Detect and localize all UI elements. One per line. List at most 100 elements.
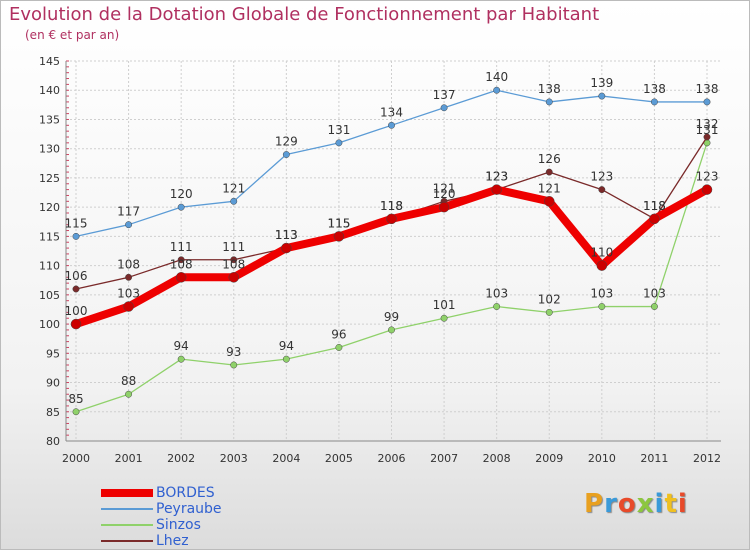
data-point-lhez bbox=[703, 133, 711, 141]
x-tick-label: 2006 bbox=[378, 452, 406, 465]
y-tick-label: 140 bbox=[39, 84, 60, 97]
data-label-sinzos: 94 bbox=[174, 339, 189, 353]
data-point-bordes bbox=[228, 272, 239, 283]
data-label-lhez: 108 bbox=[117, 257, 140, 271]
data-label-peyraube: 134 bbox=[380, 105, 403, 119]
data-point-peyraube bbox=[440, 104, 448, 112]
legend-swatch bbox=[101, 540, 153, 542]
data-point-lhez bbox=[230, 256, 238, 264]
data-label-sinzos: 94 bbox=[279, 339, 294, 353]
data-point-lhez bbox=[545, 168, 553, 176]
data-point-lhez bbox=[125, 273, 133, 281]
data-point-sinzos bbox=[598, 303, 606, 310]
x-tick-label: 2012 bbox=[693, 452, 721, 465]
y-tick-label: 145 bbox=[39, 55, 60, 68]
y-tick-label: 90 bbox=[46, 377, 60, 390]
data-label-sinzos: 101 bbox=[433, 298, 456, 312]
legend-label: BORDES bbox=[156, 485, 215, 501]
data-label-bordes: 115 bbox=[327, 216, 350, 230]
data-label-bordes: 123 bbox=[485, 170, 508, 184]
data-point-bordes bbox=[123, 301, 134, 312]
data-point-sinzos bbox=[125, 390, 133, 398]
data-label-bordes: 118 bbox=[643, 199, 666, 213]
data-point-bordes bbox=[438, 201, 450, 213]
y-tick-label: 95 bbox=[46, 347, 60, 360]
data-label-lhez: 126 bbox=[538, 152, 561, 166]
legend-label: Lhez bbox=[156, 533, 189, 549]
data-label-bordes: 108 bbox=[170, 257, 193, 271]
data-point-bordes bbox=[175, 272, 187, 283]
x-tick-label: 2002 bbox=[167, 452, 195, 465]
y-tick-label: 130 bbox=[39, 143, 60, 156]
data-point-lhez bbox=[598, 186, 606, 194]
data-label-sinzos: 85 bbox=[68, 392, 83, 406]
data-point-peyraube bbox=[650, 98, 658, 106]
y-tick-label: 80 bbox=[46, 435, 60, 448]
x-tick-label: 2007 bbox=[430, 452, 458, 465]
data-label-bordes: 120 bbox=[433, 187, 456, 201]
data-label-peyraube: 129 bbox=[275, 135, 298, 149]
data-point-peyraube bbox=[388, 121, 395, 129]
data-point-sinzos bbox=[650, 303, 658, 310]
legend-item-peyraube: Peyraube bbox=[101, 501, 222, 517]
data-label-peyraube: 138 bbox=[643, 82, 666, 96]
data-point-peyraube bbox=[703, 98, 711, 106]
data-point-bordes bbox=[701, 184, 713, 195]
legend-item-lhez: Lhez bbox=[101, 533, 222, 549]
data-label-peyraube: 121 bbox=[222, 181, 245, 195]
proxiti-logo: Proxiti bbox=[584, 489, 688, 519]
data-point-peyraube bbox=[177, 203, 185, 211]
data-point-sinzos bbox=[440, 314, 448, 322]
data-point-peyraube bbox=[72, 232, 80, 240]
x-tick-label: 2000 bbox=[62, 452, 90, 465]
legend-swatch bbox=[101, 524, 153, 526]
data-point-peyraube bbox=[125, 221, 133, 229]
y-tick-label: 120 bbox=[39, 201, 60, 214]
chart-legend: BORDES Peyraube Sinzos Lhez bbox=[101, 485, 222, 549]
data-point-bordes bbox=[649, 213, 660, 225]
legend-swatch bbox=[101, 489, 153, 497]
data-point-bordes bbox=[491, 184, 502, 195]
data-label-peyraube: 138 bbox=[696, 82, 719, 96]
y-tick-label: 135 bbox=[39, 113, 60, 126]
data-label-sinzos: 102 bbox=[538, 292, 561, 306]
data-label-lhez: 111 bbox=[170, 240, 193, 254]
data-label-bordes: 100 bbox=[65, 304, 88, 318]
legend-item-sinzos: Sinzos bbox=[101, 517, 222, 533]
data-label-peyraube: 131 bbox=[327, 123, 350, 137]
data-point-bordes bbox=[333, 231, 345, 242]
y-tick-label: 115 bbox=[39, 230, 60, 243]
data-label-lhez: 118 bbox=[643, 199, 666, 213]
x-tick-label: 2005 bbox=[325, 452, 353, 465]
data-point-sinzos bbox=[335, 344, 343, 351]
y-tick-label: 105 bbox=[39, 289, 60, 302]
legend-label: Sinzos bbox=[156, 517, 201, 533]
legend-label: Peyraube bbox=[156, 501, 222, 517]
x-tick-label: 2009 bbox=[535, 452, 563, 465]
data-point-peyraube bbox=[545, 98, 553, 106]
data-point-bordes bbox=[70, 318, 82, 330]
data-point-sinzos bbox=[545, 308, 553, 316]
data-label-sinzos: 93 bbox=[226, 345, 241, 359]
x-tick-label: 2004 bbox=[272, 452, 300, 465]
data-point-lhez bbox=[177, 256, 185, 264]
data-label-peyraube: 137 bbox=[433, 88, 456, 102]
x-tick-label: 2003 bbox=[220, 452, 248, 465]
data-label-bordes: 110 bbox=[590, 246, 613, 260]
data-point-bordes bbox=[544, 196, 555, 207]
data-label-peyraube: 138 bbox=[538, 82, 561, 96]
legend-item-bordes: BORDES bbox=[101, 485, 222, 501]
data-point-peyraube bbox=[598, 92, 606, 100]
data-label-lhez: 132 bbox=[696, 117, 719, 131]
data-point-peyraube bbox=[493, 86, 501, 94]
chart-title: Evolution de la Dotation Globale de Fonc… bbox=[9, 4, 600, 25]
chart-subtitle: (en € et par an) bbox=[25, 28, 120, 42]
data-label-peyraube: 117 bbox=[117, 205, 140, 219]
x-tick-label: 2008 bbox=[483, 452, 511, 465]
data-point-sinzos bbox=[230, 361, 238, 369]
data-point-bordes bbox=[596, 260, 608, 271]
y-tick-label: 125 bbox=[39, 172, 60, 185]
data-label-peyraube: 140 bbox=[485, 70, 508, 84]
